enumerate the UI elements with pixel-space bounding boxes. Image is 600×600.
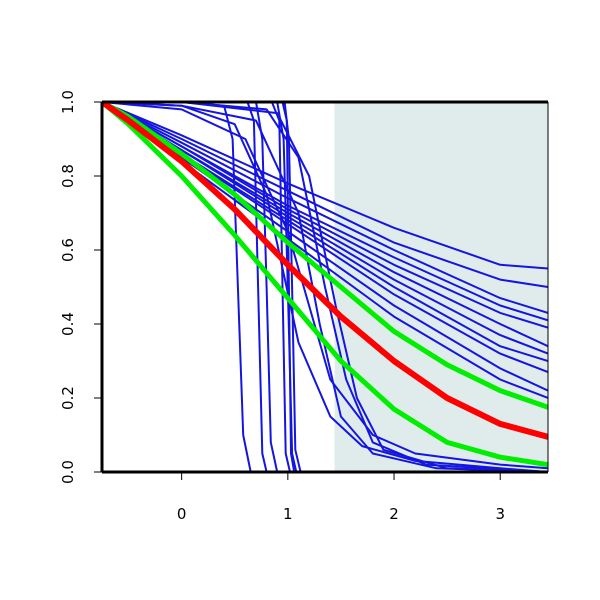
y-tick-label: 0.8 — [59, 164, 77, 188]
fan-curve-22 — [102, 102, 548, 472]
band-curve-24 — [102, 102, 548, 468]
x-tick-label: 1 — [283, 505, 293, 523]
x-tick-label: 3 — [495, 505, 505, 523]
center-curve-25 — [102, 102, 548, 440]
y-tick-label: 0.0 — [59, 460, 77, 484]
band-curve-23 — [102, 102, 548, 410]
y-tick-label: 1.0 — [59, 90, 77, 114]
fan-curve-0 — [102, 102, 548, 270]
fan-curve-11 — [102, 102, 548, 470]
x-tick-label: 2 — [389, 505, 399, 523]
fan-curve-21 — [102, 102, 548, 472]
y-tick-label: 0.2 — [59, 386, 77, 410]
fan-curve-20 — [102, 102, 548, 472]
fan-curve-17 — [102, 102, 548, 472]
fan-curve-19 — [102, 102, 548, 472]
y-tick-label: 0.4 — [59, 312, 77, 336]
plot-area — [102, 102, 548, 472]
y-ticks: 0.0 0.2 0.4 0.6 0.8 1.0 — [59, 90, 102, 484]
x-tick-label: 0 — [177, 505, 187, 523]
fan-curve-2 — [102, 102, 548, 314]
axes — [100, 100, 549, 474]
fan-curve-18 — [102, 102, 548, 472]
fan-curve-1 — [102, 102, 548, 288]
fan-curve-4 — [102, 102, 548, 329]
fan-curve-13 — [102, 102, 548, 472]
series-layer — [102, 102, 548, 472]
y-tick-label: 0.6 — [59, 238, 77, 262]
x-ticks: 0 1 2 3 — [177, 472, 505, 523]
fan-curve-12 — [102, 102, 548, 472]
